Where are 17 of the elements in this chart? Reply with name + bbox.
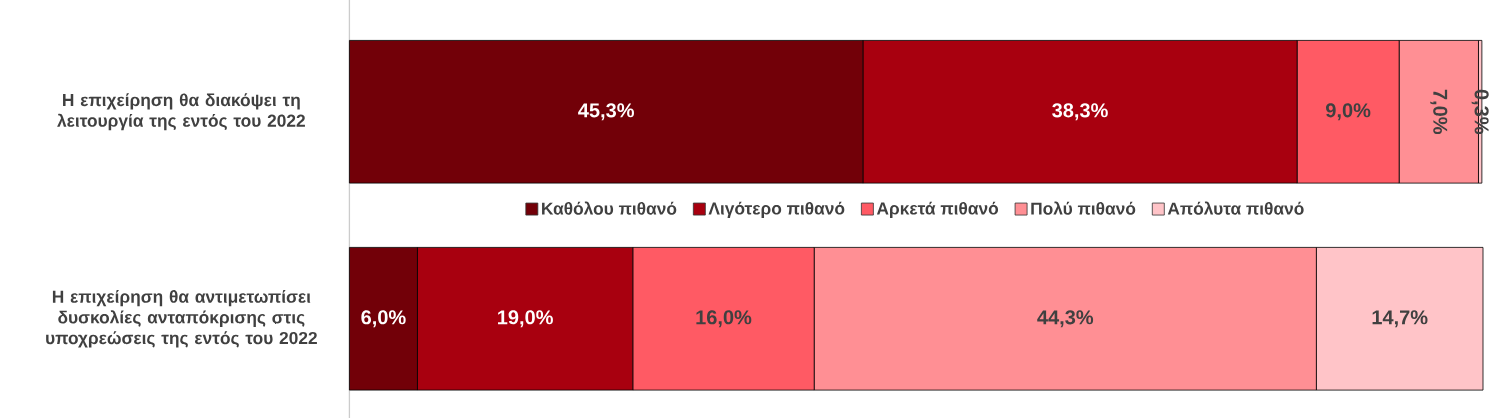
data-label: 7,0% — [1430, 89, 1448, 134]
data-label: 0,3% — [1471, 89, 1489, 134]
y-tick-label: Η επιχείρηση θα διακόψει τη λειτουργία της εντός του 2022 — [57, 93, 305, 131]
legend-label: Καθόλου πιθανό — [542, 201, 677, 215]
data-label: 44,3% — [1037, 310, 1094, 328]
legend-label: Απόλυτα πιθανό — [1167, 201, 1304, 215]
legend-label: Λιγότερο πιθανό — [708, 201, 845, 218]
data-label: 45,3% — [578, 103, 634, 121]
data-label: 16,0% — [696, 310, 752, 328]
legend-label: Αρκετά πιθανό — [876, 201, 999, 218]
data-label: 6,0% — [361, 310, 406, 328]
y-tick-label: Η επιχείρηση θα αντιμετωπίσει δυσκολίες ανταπόκρισης στις υποχρεώσεις της εντός του 2022 — [46, 289, 317, 348]
data-label: 9,0% — [1326, 103, 1371, 121]
legend-label: Πολύ πιθανό — [1031, 201, 1136, 215]
data-label: 14,7% — [1372, 310, 1428, 328]
data-label: 19,0% — [498, 310, 553, 328]
data-label: 38,3% — [1052, 103, 1108, 121]
